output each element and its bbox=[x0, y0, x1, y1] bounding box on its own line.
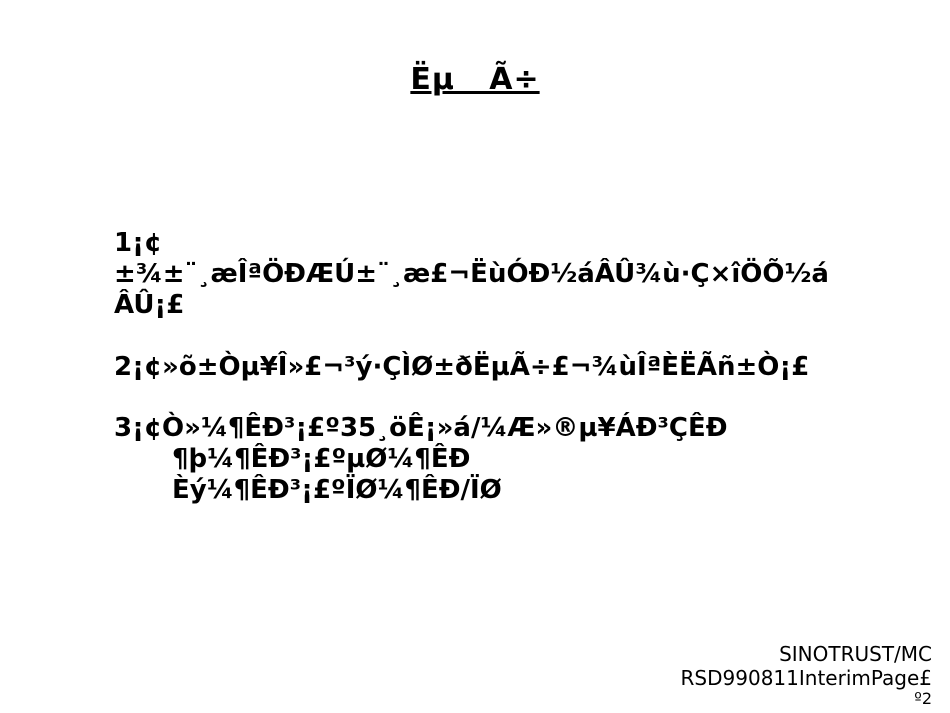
paragraph-3-line2: ¶þ¼¶ÊÐ³¡£ºµØ¼¶ÊÐ bbox=[114, 444, 836, 475]
paragraph-3-line3: Èý¼¶ÊÐ³¡£ºÏØ¼¶ÊÐ/ÏØ bbox=[114, 475, 836, 506]
paragraph-2: 2¡¢»õ±Òµ¥Î»£¬³ý·ÇÌØ±ðËµÃ÷£¬¾ùÎªÈËÃñ±Ò¡£ bbox=[114, 352, 836, 383]
footer-line-2: RSD990811InterimPage£ bbox=[681, 667, 932, 691]
document-page: Ëµ Ã÷ 1¡¢±¾±¨¸æÎªÖÐÆÚ±¨¸æ£¬ËùÓÐ½áÂÛ¾ù·Ç×… bbox=[0, 0, 950, 713]
page-title: Ëµ Ã÷ bbox=[0, 62, 950, 97]
footer-page-hint: º2 bbox=[681, 690, 932, 709]
page-footer: SINOTRUST/MC RSD990811InterimPage£ º2 bbox=[681, 643, 932, 709]
footer-line-1: SINOTRUST/MC bbox=[681, 643, 932, 667]
paragraph-1-text: 1¡¢±¾±¨¸æÎªÖÐÆÚ±¨¸æ£¬ËùÓÐ½áÂÛ¾ù·Ç×îÖÕ½áÂ… bbox=[114, 228, 829, 320]
document-body: 1¡¢±¾±¨¸æÎªÖÐÆÚ±¨¸æ£¬ËùÓÐ½áÂÛ¾ù·Ç×îÖÕ½áÂ… bbox=[114, 228, 836, 536]
paragraph-3: 3¡¢Ò»¼¶ÊÐ³¡£º35¸öÊ¡»á/¼Æ»®µ¥ÁÐ³ÇÊÐ ¶þ¼¶Ê… bbox=[114, 413, 836, 507]
paragraph-2-text: 2¡¢»õ±Òµ¥Î»£¬³ý·ÇÌØ±ðËµÃ÷£¬¾ùÎªÈËÃñ±Ò¡£ bbox=[114, 352, 809, 382]
paragraph-1: 1¡¢±¾±¨¸æÎªÖÐÆÚ±¨¸æ£¬ËùÓÐ½áÂÛ¾ù·Ç×îÖÕ½áÂ… bbox=[114, 228, 836, 322]
paragraph-3-main: 3¡¢Ò»¼¶ÊÐ³¡£º35¸öÊ¡»á/¼Æ»®µ¥ÁÐ³ÇÊÐ bbox=[114, 413, 728, 443]
